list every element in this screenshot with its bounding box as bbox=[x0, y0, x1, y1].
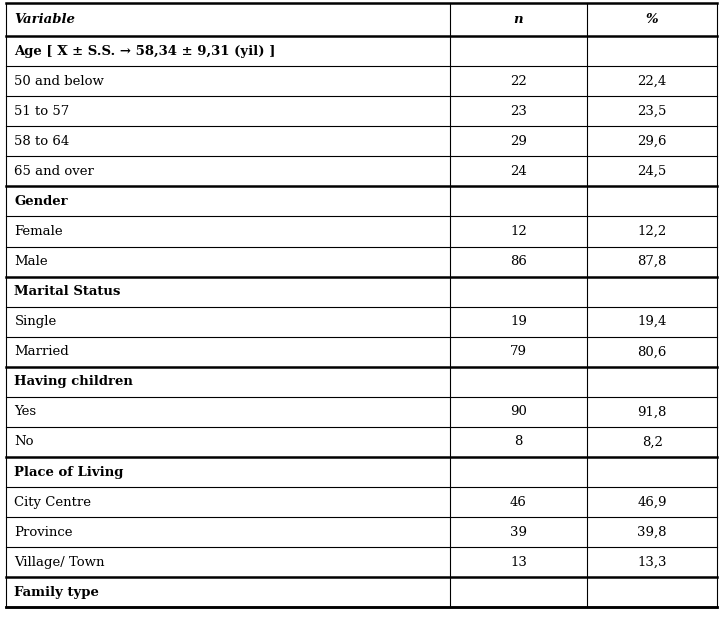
Text: 12,2: 12,2 bbox=[638, 225, 667, 238]
Text: Variable: Variable bbox=[14, 13, 75, 26]
Text: 65 and over: 65 and over bbox=[14, 165, 94, 178]
Text: %: % bbox=[646, 13, 659, 26]
Text: Village/ Town: Village/ Town bbox=[14, 556, 105, 569]
Text: 23: 23 bbox=[510, 104, 527, 118]
Text: 19,4: 19,4 bbox=[638, 315, 667, 329]
Text: 13: 13 bbox=[510, 556, 527, 569]
Text: 79: 79 bbox=[510, 345, 527, 358]
Text: 39,8: 39,8 bbox=[638, 525, 667, 539]
Text: Marital Status: Marital Status bbox=[14, 285, 121, 298]
Text: 46,9: 46,9 bbox=[638, 496, 667, 509]
Text: 80,6: 80,6 bbox=[638, 345, 667, 358]
Text: 8,2: 8,2 bbox=[642, 436, 662, 449]
Text: Female: Female bbox=[14, 225, 63, 238]
Text: 50 and below: 50 and below bbox=[14, 75, 104, 88]
Text: 12: 12 bbox=[510, 225, 527, 238]
Text: 29: 29 bbox=[510, 135, 527, 148]
Text: Having children: Having children bbox=[14, 375, 133, 389]
Text: Single: Single bbox=[14, 315, 56, 329]
Text: 29,6: 29,6 bbox=[638, 135, 667, 148]
Text: Male: Male bbox=[14, 255, 48, 268]
Text: Province: Province bbox=[14, 525, 73, 539]
Text: 22,4: 22,4 bbox=[638, 75, 667, 88]
Text: 13,3: 13,3 bbox=[638, 556, 667, 569]
Text: 90: 90 bbox=[510, 405, 527, 418]
Text: Gender: Gender bbox=[14, 195, 68, 208]
Text: 87,8: 87,8 bbox=[638, 255, 667, 268]
Text: 39: 39 bbox=[510, 525, 527, 539]
Text: Age [ X̅ ± S.S. → 58,34 ± 9,31 (yil) ]: Age [ X̅ ± S.S. → 58,34 ± 9,31 (yil) ] bbox=[14, 44, 276, 58]
Text: 23,5: 23,5 bbox=[638, 104, 667, 118]
Text: 46: 46 bbox=[510, 496, 527, 509]
Text: 51 to 57: 51 to 57 bbox=[14, 104, 69, 118]
Text: Place of Living: Place of Living bbox=[14, 465, 124, 479]
Text: Yes: Yes bbox=[14, 405, 37, 418]
Text: 24,5: 24,5 bbox=[638, 165, 667, 178]
Text: Married: Married bbox=[14, 345, 69, 358]
Text: 22: 22 bbox=[510, 75, 527, 88]
Text: 86: 86 bbox=[510, 255, 527, 268]
Text: 24: 24 bbox=[510, 165, 527, 178]
Text: City Centre: City Centre bbox=[14, 496, 92, 509]
Text: Family type: Family type bbox=[14, 586, 99, 599]
Text: 19: 19 bbox=[510, 315, 527, 329]
Text: 8: 8 bbox=[514, 436, 523, 449]
Text: 91,8: 91,8 bbox=[638, 405, 667, 418]
Text: 58 to 64: 58 to 64 bbox=[14, 135, 69, 148]
Text: No: No bbox=[14, 436, 34, 449]
Text: n: n bbox=[513, 13, 523, 26]
